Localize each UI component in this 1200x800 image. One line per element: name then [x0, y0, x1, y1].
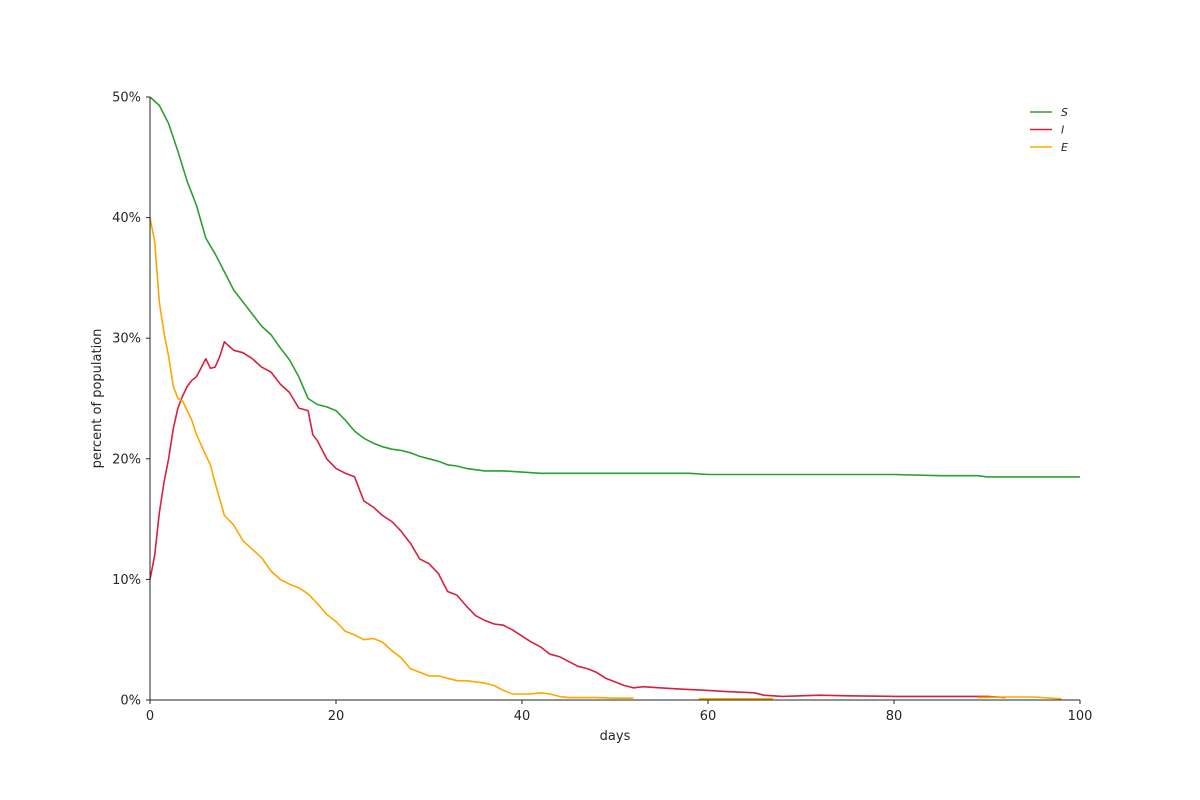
y-axis-title: percent of population: [90, 329, 105, 469]
y-tick-label: 30%: [112, 332, 141, 347]
y-axis-ticks: 0% 10% 20% 30% 40% 50%: [112, 91, 150, 709]
x-tick-label: 40: [514, 709, 531, 724]
x-tick-label: 100: [1068, 709, 1093, 724]
plot-area: [149, 96, 1080, 700]
legend-label-i: I: [1061, 124, 1064, 137]
y-tick-label: 20%: [112, 452, 141, 467]
y-tick-label: 50%: [112, 91, 141, 106]
x-tick-label: 60: [700, 709, 717, 724]
y-tick-label: 40%: [112, 211, 141, 226]
x-tick-label: 80: [886, 709, 903, 724]
x-tick-label: 0: [146, 709, 154, 724]
legend: SIE: [1030, 106, 1068, 154]
x-tick-label: 20: [328, 709, 345, 724]
legend-label-e: E: [1061, 141, 1068, 154]
y-tick-label: 0%: [120, 694, 141, 709]
x-axis-title: days: [600, 729, 631, 744]
series-line-e: [977, 696, 1062, 700]
y-tick-label: 10%: [112, 573, 141, 588]
series-line-s: [149, 96, 1080, 478]
x-axis-ticks: 0 20 40 60 80 100: [146, 700, 1093, 724]
series-line-e: [149, 217, 634, 699]
series-line-i: [149, 341, 1006, 699]
legend-label-s: S: [1061, 106, 1068, 119]
